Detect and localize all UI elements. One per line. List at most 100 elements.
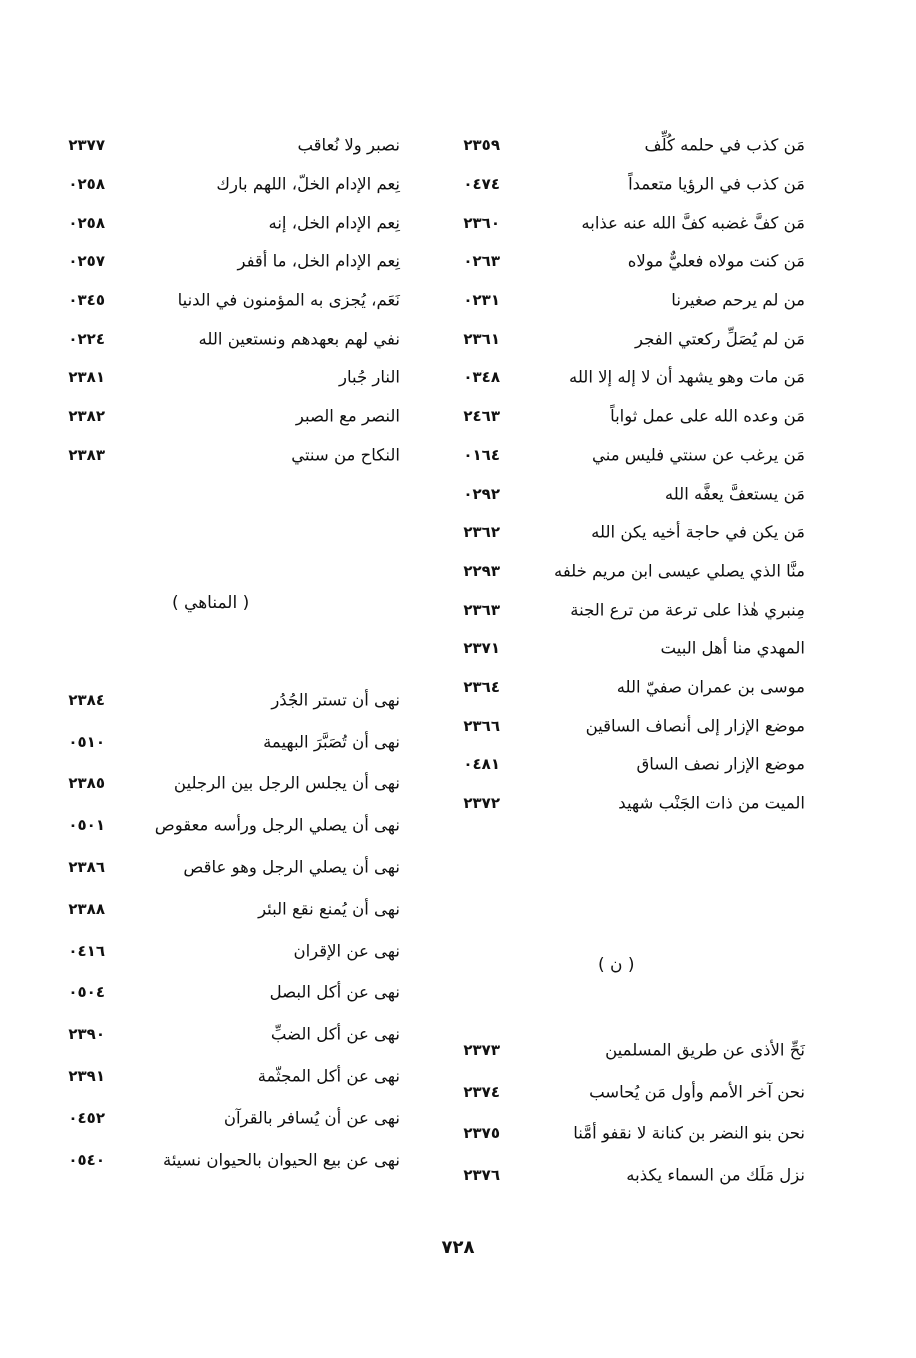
- index-entry: مَن مات وهو يشهد أن لا إله إلا الله ٠٣٤٨: [440, 358, 805, 397]
- entry-text: موسى بن عمران صفيّ الله: [616, 677, 805, 697]
- entry-text: نهى أن يجلس الرجل بين الرجلين: [173, 773, 400, 793]
- entry-text: موضع الإزار نصف الساق: [636, 754, 805, 774]
- entry-text: النصر مع الصبر: [295, 406, 400, 426]
- entry-number: ٢٣٩١: [68, 1067, 105, 1086]
- index-entry: نِعم الإدام الخل، إنه ٠٢٥٨: [40, 203, 400, 242]
- index-entry: مَن وعده الله على عمل ثواباً ٢٤٦٣: [440, 397, 805, 436]
- index-entry: مَن كفَّ غضبه كفَّ الله عنه عذابه ٢٣٦٠: [440, 203, 805, 242]
- index-entry: نحن بنو النضر بن كنانة لا نقفو أمَّنا ٢٣٧…: [440, 1113, 805, 1155]
- entry-number: ٢٣٦٤: [463, 677, 500, 696]
- entry-number: ٠٢٥٧: [68, 252, 105, 271]
- entry-number: ٢٣٦٣: [463, 600, 500, 619]
- entry-text: نِعم الإدام الخل، ما أقفر: [237, 251, 400, 271]
- index-entry: نهى عن بيع الحيوان بالحيوان نسيئة ٠٥٤٠: [40, 1139, 400, 1181]
- index-entry: المهدي منا أهل البيت ٢٣٧١: [440, 629, 805, 668]
- entry-number: ٠٢٥٨: [68, 175, 105, 194]
- index-entry: نهى عن أكل المجثّمة ٢٣٩١: [40, 1055, 400, 1097]
- entry-number: ٢٣٦١: [463, 329, 500, 348]
- entry-number: ٢٣٧٦: [463, 1166, 500, 1185]
- entry-number: ٢٣٦٢: [463, 523, 500, 542]
- entry-number: ٢٣٧٧: [68, 136, 105, 155]
- index-entry: موسى بن عمران صفيّ الله ٢٣٦٤: [440, 668, 805, 707]
- right-column-entries: مَن كذب في حلمه كُلِّف ٢٣٥٩ مَن كذب في الر…: [440, 126, 805, 822]
- index-entry: نِعم الإدام الخل، ما أقفر ٠٢٥٧: [40, 242, 400, 281]
- index-entry: الميت من ذات الجَنْب شهيد ٢٣٧٢: [440, 784, 805, 823]
- entry-text: نهى عن أكل الضبِّ: [270, 1024, 400, 1044]
- entry-number: ٢٣٧٥: [463, 1124, 500, 1143]
- index-entry: نهى عن أن يُسافر بالقرآن ٠٤٥٢: [40, 1097, 400, 1139]
- entry-number: ٠٢٥٨: [68, 213, 105, 232]
- entry-text: نَحِّ الأذى عن طريق المسلمين: [605, 1040, 805, 1060]
- entry-text: نهى أن تُصَبَّرَ البهيمة: [263, 732, 400, 752]
- index-entry: نهى أن تُصَبَّرَ البهيمة ٠٥١٠: [40, 721, 400, 763]
- index-entry: نِعم الإدام الخلّ، اللهم بارك ٠٢٥٨: [40, 165, 400, 204]
- entry-number: ٢٣٨٥: [68, 774, 105, 793]
- entry-text: نهى أن يصلي الرجل ورأسه معقوص: [154, 815, 400, 835]
- index-entry: مَن لم يُصَلِّ ركعتي الفجر ٢٣٦١: [440, 319, 805, 358]
- entry-number: ٢٣٨٨: [68, 899, 105, 918]
- section-heading-manahi: ( المناهي ): [172, 593, 250, 613]
- index-entry: النار جُبار ٢٣٨١: [40, 358, 400, 397]
- index-entry: نفي لهم بعهدهم ونستعين الله ٠٢٢٤: [40, 319, 400, 358]
- entry-text: موضع الإزار إلى أنصاف الساقين: [585, 716, 805, 736]
- entry-text: النكاح من سنتي: [291, 445, 400, 465]
- entry-text: نهى أن تستر الجُدُر: [271, 690, 400, 710]
- index-entry: نهى أن يجلس الرجل بين الرجلين ٢٣٨٥: [40, 763, 400, 805]
- entry-text: نهى عن بيع الحيوان بالحيوان نسيئة: [162, 1150, 400, 1170]
- index-entry: مَن كذب في الرؤيا متعمداً ٠٤٧٤: [440, 165, 805, 204]
- index-entry: نهى أن يصلي الرجل ورأسه معقوص ٠٥٠١: [40, 804, 400, 846]
- entry-text: منَّا الذي يصلي عيسى ابن مريم خلفه: [553, 561, 805, 581]
- entry-text: مَن مات وهو يشهد أن لا إله إلا الله: [568, 367, 805, 387]
- entry-text: نهى أن يُمنع نقع البئر: [258, 899, 400, 919]
- entry-text: مَن كذب في الرؤيا متعمداً: [628, 174, 805, 194]
- entry-text: مِنبري هٰذا على ترعة من ترع الجنة: [570, 600, 805, 620]
- index-entry: نصبر ولا نُعاقب ٢٣٧٧: [40, 126, 400, 165]
- left-column-manahi-entries: نهى أن تستر الجُدُر ٢٣٨٤ نهى أن تُصَبَّرَ …: [40, 679, 400, 1181]
- entry-number: ٠٤٧٤: [463, 175, 500, 194]
- entry-text: مَن كفَّ غضبه كفَّ الله عنه عذابه: [581, 213, 805, 233]
- entry-number: ٢٣٥٩: [463, 136, 500, 155]
- entry-number: ٢٤٦٣: [463, 407, 500, 426]
- index-entry: مَن كذب في حلمه كُلِّف ٢٣٥٩: [440, 126, 805, 165]
- index-entry: نَحِّ الأذى عن طريق المسلمين ٢٣٧٣: [440, 1029, 805, 1071]
- entry-text: نحن آخر الأمم وأول مَن يُحاسب: [589, 1082, 805, 1102]
- entry-text: نهى عن الإقران: [293, 941, 400, 961]
- index-entry: مَن كنت مولاه فعليٌّ مولاه ٠٢٦٣: [440, 242, 805, 281]
- index-entry: مَن يرغب عن سنتي فليس مني ٠١٦٤: [440, 436, 805, 475]
- index-entry: نهى أن يصلي الرجل وهو عاقص ٢٣٨٦: [40, 846, 400, 888]
- entry-number: ٠٥١٠: [68, 732, 105, 751]
- entry-number: ٠٥٠٤: [68, 983, 105, 1002]
- index-entry: مَن يستعفَّ يعفَّه الله ٠٢٩٢: [440, 474, 805, 513]
- entry-number: ٠٢٦٣: [463, 252, 500, 271]
- index-entry: نهى عن أكل الضبِّ ٢٣٩٠: [40, 1013, 400, 1055]
- right-column-nun-entries: نَحِّ الأذى عن طريق المسلمين ٢٣٧٣ نحن آخر …: [440, 1029, 805, 1196]
- index-entry: موضع الإزار نصف الساق ٠٤٨١: [440, 745, 805, 784]
- entry-text: نصبر ولا نُعاقب: [297, 135, 400, 155]
- entry-number: ٢٣٦٠: [463, 213, 500, 232]
- entry-text: مَن كنت مولاه فعليٌّ مولاه: [627, 251, 805, 271]
- entry-number: ٢٣٨١: [68, 368, 105, 387]
- entry-number: ٢٣٦٦: [463, 716, 500, 735]
- entry-number: ٠٤٥٢: [68, 1108, 105, 1127]
- page-number: ٧٢٨: [441, 1237, 475, 1258]
- index-entry: نزل مَلَك من السماء يكذبه ٢٣٧٦: [440, 1154, 805, 1196]
- entry-number: ٢٣٨٢: [68, 407, 105, 426]
- entry-text: نهى عن أكل البصل: [269, 982, 400, 1002]
- index-entry: موضع الإزار إلى أنصاف الساقين ٢٣٦٦: [440, 706, 805, 745]
- entry-text: نهى أن يصلي الرجل وهو عاقص: [183, 857, 400, 877]
- index-entry: النكاح من سنتي ٢٣٨٣: [40, 436, 400, 475]
- entry-number: ٢٣٨٣: [68, 445, 105, 464]
- entry-text: نفي لهم بعهدهم ونستعين الله: [198, 329, 400, 349]
- entry-text: نحن بنو النضر بن كنانة لا نقفو أمَّنا: [573, 1123, 805, 1143]
- entry-number: ٠٥٠١: [68, 816, 105, 835]
- entry-text: الميت من ذات الجَنْب شهيد: [618, 793, 805, 813]
- entry-number: ٠٣٤٨: [463, 368, 500, 387]
- entry-text: مَن يكن في حاجة أخيه يكن الله: [591, 522, 805, 542]
- index-entry: نحن آخر الأمم وأول مَن يُحاسب ٢٣٧٤: [440, 1071, 805, 1113]
- index-entry: من لم يرحم صغيرنا ٠٢٣١: [440, 281, 805, 320]
- entry-text: مَن يستعفَّ يعفَّه الله: [664, 484, 805, 504]
- left-column-entries: نصبر ولا نُعاقب ٢٣٧٧ نِعم الإدام الخلّ، ال…: [40, 126, 400, 474]
- index-entry: مِنبري هٰذا على ترعة من ترع الجنة ٢٣٦٣: [440, 590, 805, 629]
- index-entry: النصر مع الصبر ٢٣٨٢: [40, 397, 400, 436]
- index-entry: نهى أن يُمنع نقع البئر ٢٣٨٨: [40, 888, 400, 930]
